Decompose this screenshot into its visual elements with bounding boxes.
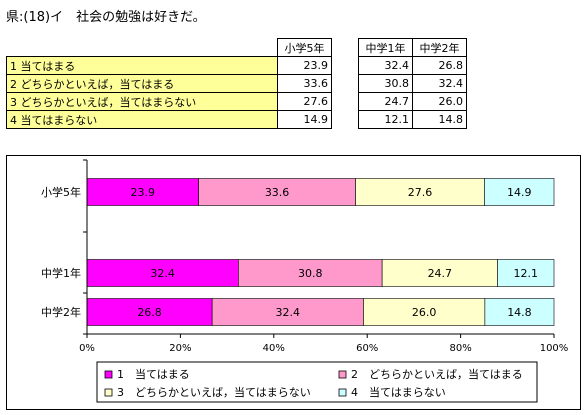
data-table: 小学5年 中学1年 中学2年 1 当てはまる 23.9 32.4 26.8 2 …: [6, 38, 467, 129]
bar-segment: [86, 259, 239, 287]
table-row-label: 3 どちらかといえば，当てはまらない: [6, 92, 278, 111]
table-row-label: 2 どちらかといえば，当てはまる: [6, 74, 278, 93]
bar-segment: [198, 178, 356, 206]
table-header-grade5: 小学5年: [277, 38, 332, 57]
legend-label: 1 当てはまる: [117, 367, 190, 381]
data-label: 32.4: [276, 306, 301, 319]
x-tick-label: 80%: [449, 343, 471, 354]
x-tick-label: 20%: [169, 343, 191, 354]
table-row: 2 どちらかといえば，当てはまる 33.6 30.8 32.4: [6, 74, 467, 93]
legend-label: 2 どちらかといえば，当てはまる: [351, 367, 523, 381]
data-label: 14.8: [507, 306, 532, 319]
table-cell: 24.7: [358, 92, 413, 111]
bar-segment: [86, 178, 199, 206]
table-cell: 32.4: [412, 74, 467, 93]
table-header-row: 小学5年 中学1年 中学2年: [7, 38, 467, 57]
category-label: 中学2年: [41, 305, 81, 319]
table-gap: [332, 93, 359, 111]
table-row: 1 当てはまる 23.9 32.4 26.8: [6, 56, 467, 75]
page-title: 県:(18)イ 社会の勉強は好きだ。: [6, 10, 206, 25]
bar-segment: [355, 178, 485, 206]
table-cell: 14.8: [412, 110, 467, 129]
table-row: 3 どちらかといえば，当てはまらない 27.6 24.7 26.0: [6, 92, 467, 111]
table-row: 4 当てはまらない 14.9 12.1 14.8: [6, 110, 467, 129]
table-header-jh2: 中学2年: [412, 38, 467, 57]
data-label: 26.8: [137, 306, 162, 319]
table-gap: [332, 75, 359, 93]
chart-frame: 23.9 33.6 27.6 14.9 小学5年 32.4 30.8 24.7 12.1 中学1年…: [6, 155, 581, 410]
table-cell: 27.6: [277, 92, 332, 111]
bar-segment: [497, 259, 555, 287]
data-label: 33.6: [265, 186, 290, 199]
data-label: 14.9: [507, 186, 532, 199]
table-row-label: 1 当てはまる: [6, 56, 278, 75]
legend-swatch: [104, 388, 113, 397]
x-tick-label: 0%: [79, 343, 95, 354]
category-label: 小学5年: [41, 185, 81, 199]
table-cell: 26.8: [412, 56, 467, 75]
table-cell: 30.8: [358, 74, 413, 93]
bar-segment: [211, 298, 364, 326]
legend-box: [96, 361, 538, 403]
legend-swatch: [104, 370, 113, 379]
data-label: 12.1: [513, 267, 538, 280]
data-label: 30.8: [298, 267, 323, 280]
table-corner: [7, 39, 278, 57]
x-tick-label: 40%: [263, 343, 285, 354]
bar-segment: [381, 259, 498, 287]
data-label: 23.9: [131, 186, 156, 199]
legend-swatch: [338, 388, 347, 397]
table-cell: 33.6: [277, 74, 332, 93]
data-label: 24.7: [428, 267, 453, 280]
stacked-bar-chart: 23.9 33.6 27.6 14.9 小学5年 32.4 30.8 24.7 12.1 中学1年…: [41, 159, 569, 403]
x-tick-label: 60%: [356, 343, 378, 354]
table-row-label: 4 当てはまらない: [6, 110, 278, 129]
bar-segment: [484, 178, 555, 206]
table-gap: [332, 57, 359, 75]
legend-label: 3 どちらかといえば，当てはまらない: [117, 385, 311, 399]
table-cell: 23.9: [277, 56, 332, 75]
bar-segment: [238, 259, 383, 287]
legend-label: 4 当てはまらない: [351, 385, 446, 399]
table-cell: 14.9: [277, 110, 332, 129]
table-gap: [332, 111, 359, 129]
data-label: 32.4: [150, 267, 175, 280]
table-header-jh1: 中学1年: [358, 38, 413, 57]
table-cell: 12.1: [358, 110, 413, 129]
x-tick-label: 100%: [540, 343, 569, 354]
category-label: 中学1年: [41, 266, 81, 280]
bar-segment: [484, 298, 555, 326]
table-cell: 26.0: [412, 92, 467, 111]
data-label: 26.0: [412, 306, 437, 319]
table-gap: [332, 39, 359, 57]
data-label: 27.6: [408, 186, 433, 199]
legend-swatch: [338, 370, 347, 379]
table-cell: 32.4: [358, 56, 413, 75]
